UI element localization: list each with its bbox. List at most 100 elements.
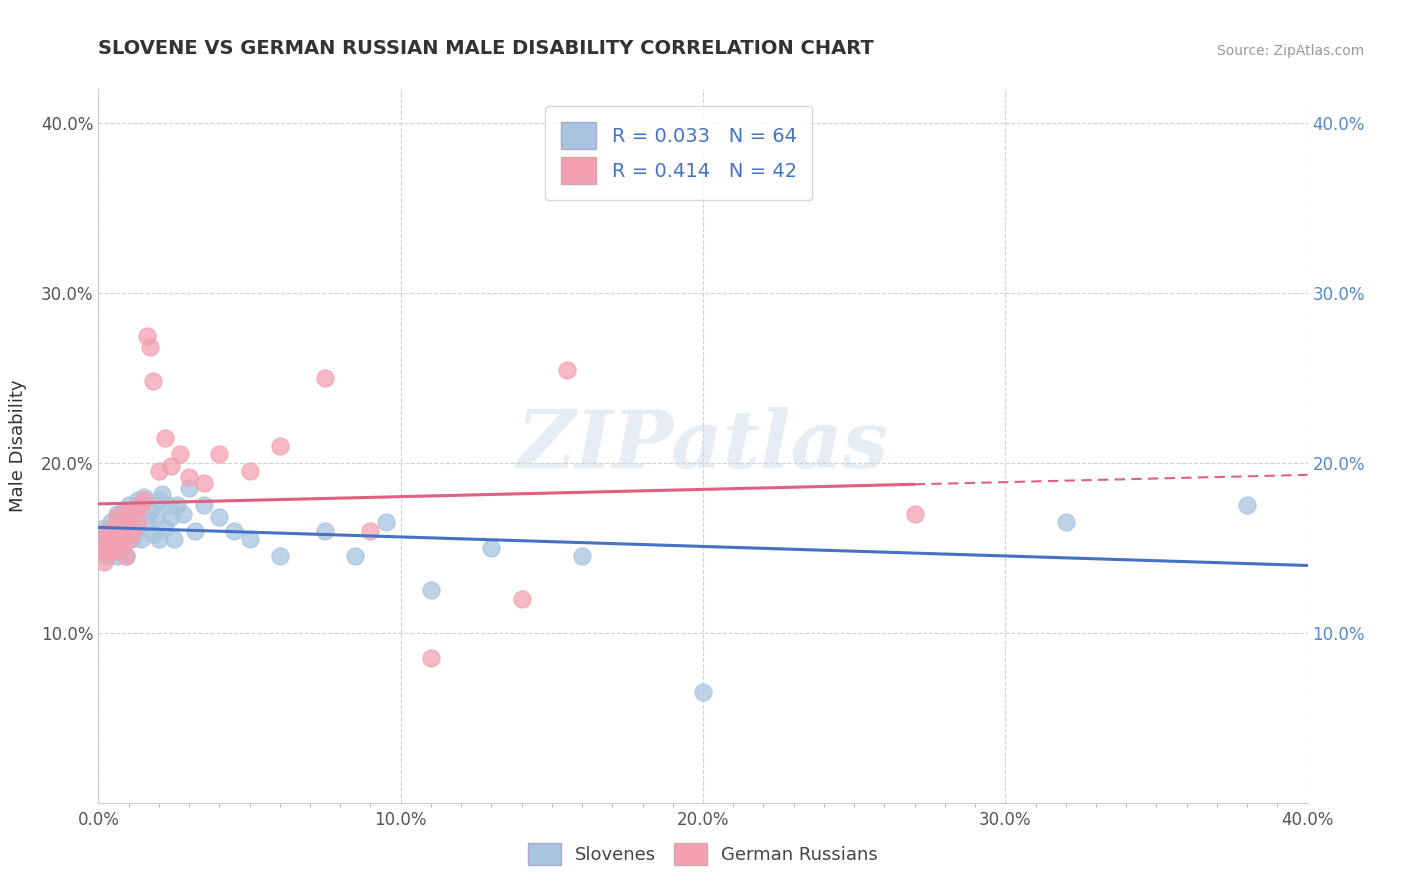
Point: [118, 520, 141, 534]
Point: [193, 476, 215, 491]
Point: [114, 503, 136, 517]
Point: [90, 544, 112, 558]
Point: [184, 524, 207, 538]
Point: [1054, 516, 1077, 530]
Point: [100, 524, 122, 538]
Point: [239, 533, 262, 547]
Point: [148, 493, 170, 508]
Point: [132, 490, 155, 504]
Point: [111, 516, 134, 530]
Point: [105, 533, 128, 547]
Point: [160, 510, 183, 524]
Point: [118, 499, 141, 513]
Point: [103, 533, 125, 547]
Point: [163, 533, 186, 547]
Point: [1236, 499, 1258, 513]
Point: [118, 510, 141, 524]
Point: [121, 524, 143, 538]
Point: [179, 469, 201, 483]
Point: [93, 544, 115, 558]
Point: [108, 544, 131, 558]
Point: [150, 486, 173, 500]
Point: [93, 533, 115, 547]
Point: [269, 439, 291, 453]
Point: [169, 448, 191, 462]
Point: [114, 549, 136, 564]
Point: [96, 541, 118, 555]
Point: [142, 375, 165, 389]
Point: [93, 555, 115, 569]
Point: [420, 583, 443, 598]
Point: [124, 503, 146, 517]
Point: [108, 510, 131, 524]
Point: [100, 533, 122, 547]
Point: [103, 520, 125, 534]
Point: [145, 510, 167, 524]
Text: SLOVENE VS GERMAN RUSSIAN MALE DISABILITY CORRELATION CHART: SLOVENE VS GERMAN RUSSIAN MALE DISABILIT…: [98, 39, 875, 58]
Point: [121, 510, 143, 524]
Point: [124, 503, 146, 517]
Point: [127, 493, 149, 508]
Point: [193, 499, 215, 513]
Point: [420, 651, 443, 665]
Point: [111, 519, 134, 533]
Point: [105, 544, 128, 558]
Point: [103, 519, 125, 533]
Text: Source: ZipAtlas.com: Source: ZipAtlas.com: [1216, 44, 1364, 58]
Point: [118, 533, 141, 547]
Point: [360, 524, 382, 538]
Point: [90, 533, 112, 547]
Point: [127, 519, 149, 533]
Point: [105, 510, 128, 524]
Point: [904, 507, 927, 521]
Point: [148, 465, 170, 479]
Point: [156, 499, 179, 513]
Point: [153, 430, 176, 444]
Point: [135, 328, 157, 343]
Point: [111, 533, 134, 547]
Point: [139, 341, 162, 355]
Point: [111, 503, 134, 517]
Point: [239, 465, 262, 479]
Point: [374, 516, 396, 530]
Point: [153, 520, 176, 534]
Point: [103, 541, 125, 555]
Point: [114, 507, 136, 521]
Point: [555, 362, 578, 376]
Point: [93, 520, 115, 534]
Point: [100, 516, 122, 530]
Point: [108, 524, 131, 538]
Legend: Slovenes, German Russians: Slovenes, German Russians: [519, 834, 887, 874]
Point: [129, 499, 152, 513]
Point: [142, 527, 165, 541]
Point: [135, 516, 157, 530]
Point: [103, 527, 125, 541]
Point: [224, 524, 246, 538]
Point: [179, 482, 201, 496]
Point: [129, 533, 152, 547]
Point: [96, 537, 118, 551]
Point: [481, 541, 503, 555]
Point: [108, 527, 131, 541]
Y-axis label: Male Disability: Male Disability: [10, 380, 27, 512]
Point: [269, 549, 291, 564]
Point: [314, 524, 336, 538]
Point: [208, 510, 231, 524]
Point: [96, 527, 118, 541]
Point: [96, 524, 118, 538]
Point: [105, 549, 128, 564]
Point: [108, 537, 131, 551]
Point: [111, 533, 134, 547]
Point: [96, 549, 118, 564]
Point: [208, 448, 231, 462]
Point: [114, 549, 136, 564]
Point: [121, 533, 143, 547]
Point: [510, 591, 533, 606]
Point: [344, 549, 367, 564]
Point: [124, 524, 146, 538]
Point: [129, 499, 152, 513]
Point: [132, 493, 155, 508]
Point: [100, 544, 122, 558]
Point: [692, 685, 714, 699]
Legend: R = 0.033   N = 64, R = 0.414   N = 42: R = 0.033 N = 64, R = 0.414 N = 42: [546, 106, 813, 200]
